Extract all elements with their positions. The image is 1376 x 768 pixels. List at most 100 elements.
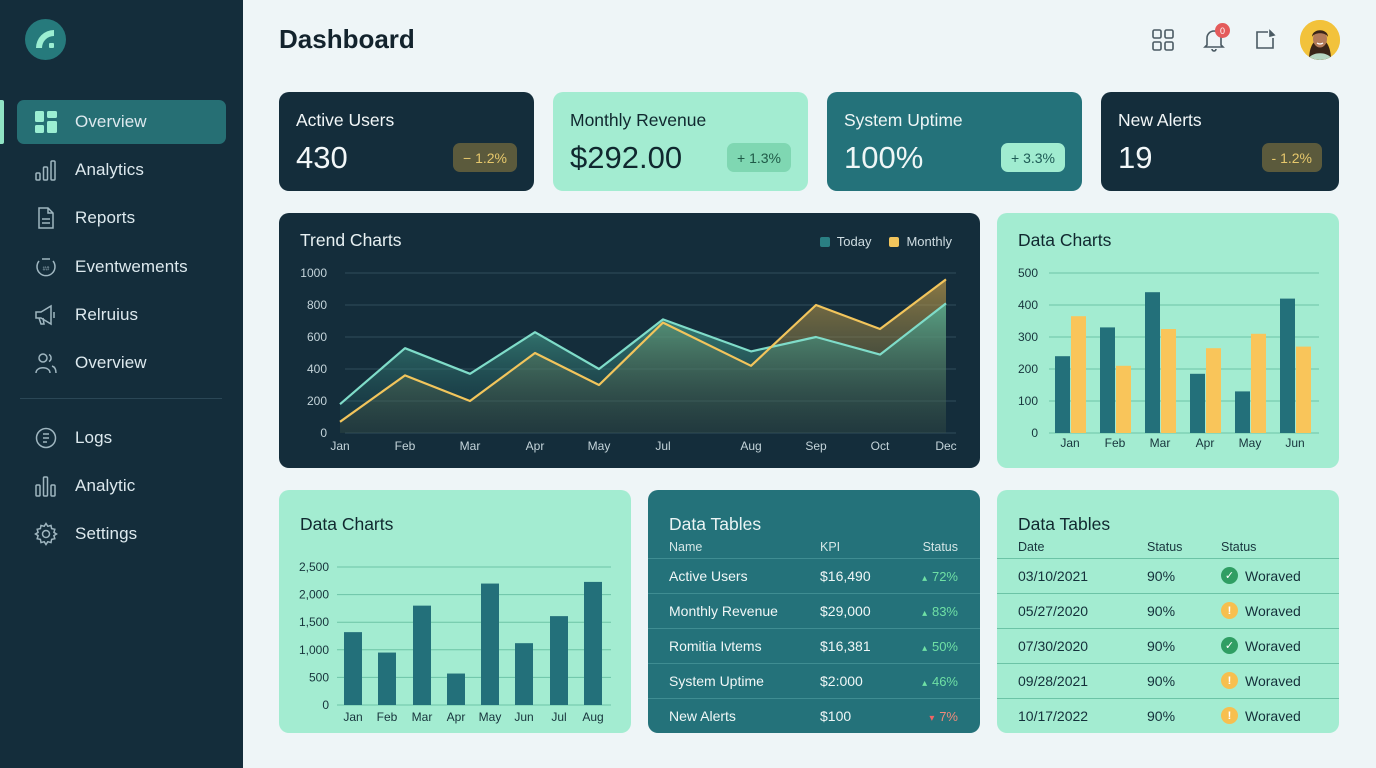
sidebar-item-analytic[interactable]: Analytic: [17, 464, 226, 508]
sidebar-item-events[interactable]: ## Eventwements: [17, 245, 226, 289]
sidebar-item-overview-users[interactable]: Overview: [17, 341, 226, 385]
stat-value: $292.00: [570, 140, 683, 175]
document-icon: [34, 206, 58, 230]
svg-text:Apr: Apr: [447, 710, 466, 724]
warning-circle-icon: !: [1221, 602, 1238, 619]
svg-text:May: May: [479, 710, 502, 724]
cell-status: ▴ 83%: [922, 604, 958, 619]
table-row[interactable]: 09/28/2021 90%! Woraved: [997, 663, 1339, 698]
sidebar-item-overview[interactable]: Overview: [17, 100, 226, 144]
stat-card-new-alerts[interactable]: New Alerts 19 - 1.2%: [1101, 92, 1339, 191]
bar-chart-panel-top: Data Charts 0 100 200 300 400 500 Jan Feb Mar Apr…: [997, 213, 1339, 468]
column-header: KPI: [820, 540, 841, 554]
arrow-up-icon: ▴: [922, 573, 930, 584]
avatar[interactable]: [1300, 20, 1340, 60]
table-row[interactable]: Active Users $16,490 ▴ 72%: [648, 558, 980, 593]
panel-title: Data Charts: [1018, 230, 1112, 250]
stat-change-badge: + 3.3%: [1001, 143, 1065, 172]
cell-kpi: $2:000: [820, 673, 863, 689]
svg-text:Mar: Mar: [460, 439, 481, 453]
sidebar-item-label: Settings: [75, 524, 138, 543]
svg-text:May: May: [1239, 436, 1262, 450]
svg-text:1000: 1000: [300, 266, 327, 280]
sidebar-item-label: Overview: [75, 353, 147, 372]
cell-state: ✓ Woraved: [1221, 637, 1301, 654]
table-row[interactable]: New Alerts $100 ▾ 7%: [648, 698, 980, 733]
svg-text:200: 200: [307, 394, 327, 408]
megaphone-icon: [34, 303, 58, 327]
sidebar-item-logs[interactable]: Logs: [17, 416, 226, 460]
table-row[interactable]: 10/17/2022 90% ! Woraved: [997, 698, 1339, 733]
cell-name: New Alerts: [669, 708, 736, 724]
svg-text:0: 0: [320, 426, 327, 440]
table-row[interactable]: 03/10/2021 90% ✓ Woraved: [997, 558, 1339, 593]
svg-text:Aug: Aug: [740, 439, 761, 453]
stat-value: 100%: [844, 140, 924, 175]
cell-state: ! Woraved: [1221, 707, 1301, 724]
table-row[interactable]: 05/27/2020 90%! Woraved: [997, 593, 1339, 628]
svg-text:Jan: Jan: [330, 439, 349, 453]
sidebar-item-settings[interactable]: Settings: [17, 512, 226, 556]
cell-state: ! Woraved: [1221, 602, 1301, 619]
chart-legend: Today Monthly: [819, 234, 952, 249]
bar-chart: 0 500 1,000 1,500 2,000 2,500 Jan Feb Mar Apr May J…: [299, 560, 611, 724]
svg-text:600: 600: [307, 330, 327, 344]
sidebar-item-reports[interactable]: Reports: [17, 196, 226, 240]
kpi-table-panel: Data Tables Name KPI Status Active Users $16…: [648, 490, 980, 733]
sidebar: Overview Analytics Reports ## Eventwemen…: [0, 0, 243, 768]
svg-text:Jan: Jan: [1060, 436, 1079, 450]
sidebar-item-label: Logs: [75, 428, 113, 447]
svg-text:Apr: Apr: [526, 439, 545, 453]
svg-text:Jul: Jul: [551, 710, 566, 724]
date-table: Date Status Status 03/10/2021 90% ✓ Woraved 05/…: [997, 538, 1339, 733]
sidebar-item-relruius[interactable]: Relruius: [17, 293, 226, 337]
legend-swatch-monthly: [889, 236, 900, 247]
sidebar-item-label: Overview: [75, 112, 147, 131]
svg-text:Feb: Feb: [377, 710, 398, 724]
svg-text:200: 200: [1018, 362, 1038, 376]
legend-label: Today: [836, 234, 872, 249]
cell-status: ▴ 46%: [922, 674, 958, 689]
cell-state: ! Woraved: [1221, 672, 1301, 689]
share-icon[interactable]: [1252, 27, 1278, 53]
table-row[interactable]: 07/30/2020 90% ✓ Woraved: [997, 628, 1339, 663]
cell-date: 03/10/2021: [1018, 568, 1089, 584]
sidebar-item-label: Analytic: [75, 476, 136, 495]
svg-text:Mar: Mar: [1150, 436, 1171, 450]
svg-text:500: 500: [1018, 266, 1038, 280]
cell-date: 10/17/2022: [1018, 708, 1089, 724]
stat-card-active-users[interactable]: Active Users 430 − 1.2%: [279, 92, 534, 191]
logo-icon[interactable]: [25, 19, 66, 60]
apps-grid-icon[interactable]: [1150, 27, 1176, 53]
bar-chart-icon: [34, 474, 58, 498]
cell-percent: 90%: [1147, 708, 1176, 724]
svg-text:Apr: Apr: [1196, 436, 1215, 450]
stat-change-badge: - 1.2%: [1261, 143, 1322, 172]
users-icon: [34, 351, 58, 375]
bar-chart-icon: [34, 158, 58, 182]
cell-percent: 90%: [1147, 673, 1176, 689]
svg-text:##: ##: [43, 267, 50, 273]
column-header: Status: [1147, 540, 1183, 554]
cell-date: 05/27/2020: [1018, 603, 1089, 619]
cell-percent: 90%: [1147, 638, 1176, 654]
state-label: Woraved: [1245, 602, 1301, 619]
sidebar-item-analytics[interactable]: Analytics: [17, 148, 226, 192]
stat-card-monthly-revenue[interactable]: Monthly Revenue $292.00 + 1.3%: [553, 92, 808, 191]
cell-percent: 90%: [1147, 568, 1176, 584]
cell-status: ▴ 72%: [922, 569, 958, 584]
bar-chart-panel-bottom: Data Charts 0 500 1,000 1,500 2,000 2,500 Jan F…: [279, 490, 631, 733]
legend-label: Monthly: [906, 234, 952, 249]
panel-title: Data Tables: [669, 514, 762, 534]
stat-card-system-uptime[interactable]: System Uptime 100% + 3.3%: [827, 92, 1082, 191]
page-title: Dashboard: [279, 24, 415, 54]
svg-text:Jul: Jul: [655, 439, 670, 453]
status-value: 50%: [931, 639, 958, 654]
table-row[interactable]: Romitia Ivtems $16,381 ▴ 50%: [648, 628, 980, 663]
table-row[interactable]: System Uptime $2:000 ▴ 46%: [648, 663, 980, 698]
arrow-up-icon: ▴: [922, 608, 930, 619]
check-circle-icon: ✓: [1221, 567, 1238, 584]
cell-name: Romitia Ivtems: [669, 638, 762, 654]
svg-text:Aug: Aug: [582, 710, 603, 724]
table-row[interactable]: Monthly Revenue $29,000 ▴ 83%: [648, 593, 980, 628]
